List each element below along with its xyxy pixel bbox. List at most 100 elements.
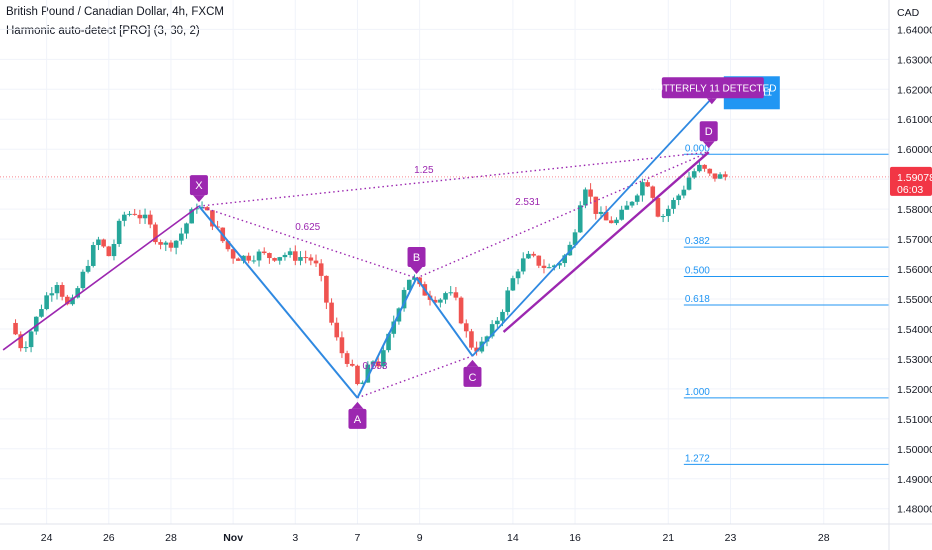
pattern-point-b: B (407, 247, 426, 275)
pattern-point-pointer (351, 401, 364, 409)
candle-body (308, 257, 314, 261)
y-tick-label: 1.63000 (897, 54, 932, 66)
candle-body (448, 292, 454, 294)
fib-label: 1.272 (685, 453, 710, 464)
candle-body (577, 205, 583, 233)
pattern-point-label: X (195, 180, 203, 192)
detected-label-box (661, 77, 764, 99)
candle-body (562, 255, 567, 264)
y-tick-label: 1.54000 (897, 324, 932, 336)
candle-body (355, 365, 360, 385)
y-tick-label: 1.49000 (897, 474, 932, 486)
x-tick-label: 24 (41, 532, 53, 544)
candle-body (215, 226, 220, 228)
candle-body (645, 182, 650, 187)
candle-body (572, 232, 578, 245)
y-tick-label: 1.51000 (897, 414, 932, 426)
candle-body (329, 302, 334, 323)
candle-body (474, 347, 479, 352)
projection-line (502, 151, 710, 333)
ratio-label: 0.653 (362, 361, 387, 372)
candle-body (147, 214, 153, 225)
candle-body (614, 219, 619, 224)
pattern-point-label: D (705, 126, 713, 138)
candle-body (261, 251, 267, 254)
candle-body (557, 263, 562, 266)
candle-body (541, 265, 547, 268)
prior-leg-line (2, 205, 200, 351)
candle-body (515, 271, 521, 279)
candle-body (588, 189, 593, 197)
ratio-connector (198, 205, 417, 279)
candle-body (127, 213, 132, 215)
candle-body (722, 174, 728, 177)
candle-body (210, 210, 215, 227)
candle-body (412, 277, 417, 280)
candle-body (619, 209, 624, 220)
candle-body (101, 239, 106, 247)
candle-body (282, 254, 288, 258)
candle-body (360, 382, 365, 385)
candle-body (344, 353, 350, 364)
candle-body (546, 267, 552, 269)
candle-body (313, 260, 319, 264)
candle-body (406, 279, 412, 290)
candle-body (28, 331, 34, 348)
candle-body (277, 257, 283, 261)
candle-body (59, 285, 65, 297)
candle-body (349, 363, 355, 366)
currency-label: CAD (897, 7, 920, 19)
y-tick-label: 1.55000 (897, 294, 932, 306)
candle-body (158, 242, 163, 245)
candle-body (650, 186, 656, 198)
candles (13, 160, 728, 386)
current-price-tag (890, 166, 932, 196)
candle-body (432, 299, 438, 303)
candle-body (531, 253, 536, 256)
y-tick-label: 1.62000 (897, 84, 932, 96)
candle-body (676, 195, 681, 200)
ratio-label: 1.25 (414, 165, 434, 176)
projection-line (471, 97, 713, 357)
candle-body (660, 216, 666, 218)
pattern-point-label: C (468, 372, 476, 384)
candle-body (510, 278, 516, 291)
pattern-point-box (348, 408, 367, 429)
fib-label: 0.618 (685, 294, 710, 305)
candle-body (443, 293, 448, 300)
candle-body (583, 189, 588, 206)
pattern-point-box (189, 175, 208, 196)
candle-body (391, 321, 397, 334)
candle-body (634, 195, 640, 202)
x-tick-label: 28 (165, 532, 177, 544)
y-tick-label: 1.61000 (897, 114, 932, 126)
candle-body (179, 233, 184, 241)
candle-body (189, 209, 194, 224)
candle-body (365, 364, 371, 383)
candle-body (23, 347, 29, 349)
candle-body (666, 208, 671, 217)
x-tick-label: 16 (569, 532, 581, 544)
x-tick-label: 23 (725, 532, 737, 544)
candle-body (137, 214, 143, 219)
candle-body (707, 168, 713, 174)
x-tick-label: 3 (292, 532, 298, 544)
candle-body (712, 173, 718, 179)
candle-body (163, 242, 169, 245)
pattern-point-label: B (413, 252, 420, 264)
candle-body (184, 223, 189, 234)
fib-label: 0.382 (685, 236, 710, 247)
candle-body (593, 196, 599, 214)
candle-body (681, 189, 687, 196)
candle-body (246, 255, 251, 261)
candle-body (225, 241, 231, 250)
candle-body (691, 171, 697, 178)
pattern-point-box (699, 121, 718, 142)
candle-body (324, 275, 329, 303)
candle-body (33, 316, 39, 332)
pattern-point-label: A (354, 414, 362, 426)
candle-body (339, 337, 345, 354)
candle-body (697, 164, 702, 172)
candle-body (153, 224, 158, 243)
